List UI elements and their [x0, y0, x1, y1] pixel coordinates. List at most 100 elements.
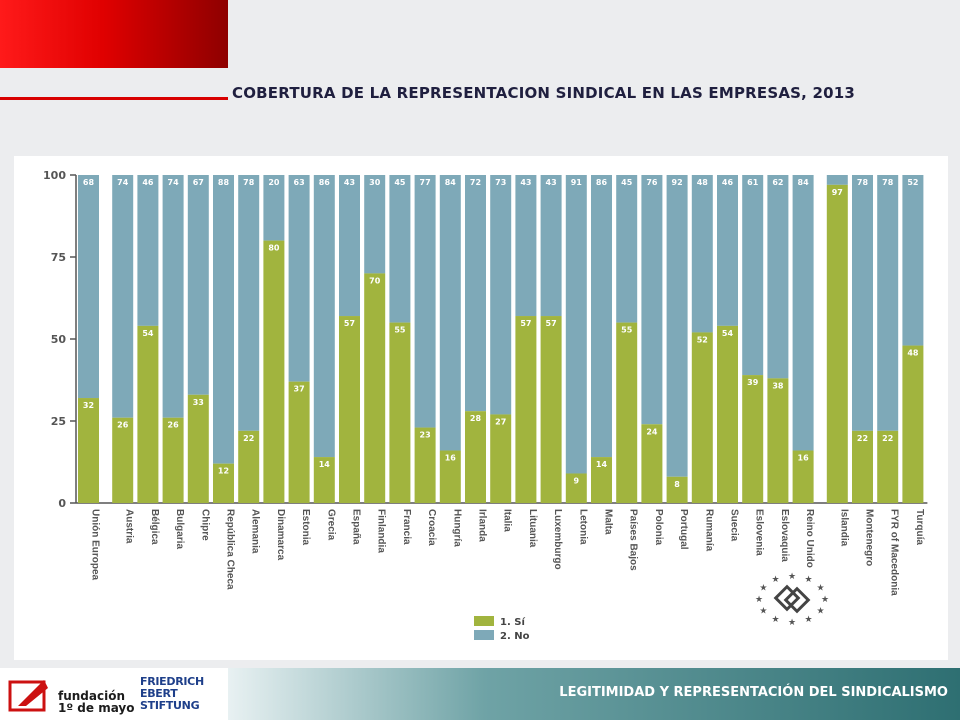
emblem-star-icon: ★: [788, 572, 796, 582]
label-si-9: 14: [319, 460, 331, 469]
category-label-3: Bulgaria: [174, 509, 185, 549]
fundacion-flag-icon: [8, 680, 48, 712]
bar-si-18: [540, 316, 562, 503]
y-tick-label-25: 25: [51, 415, 66, 428]
label-no-2: 46: [142, 178, 154, 187]
label-si-14: 16: [445, 454, 457, 463]
emblem-star-icon: ★: [817, 607, 825, 617]
legend-label-si: 1. Sí: [500, 616, 525, 628]
bar-si-11: [364, 273, 386, 503]
label-no-5: 88: [218, 178, 230, 187]
bar-si-6: [238, 430, 260, 503]
title-underline: [0, 97, 228, 100]
label-si-1: 26: [117, 421, 129, 430]
label-si-16: 27: [495, 417, 506, 426]
label-no-4: 67: [193, 178, 204, 187]
label-si-20: 14: [596, 460, 608, 469]
category-label-21: Países Bajos: [628, 509, 639, 571]
bar-si-13: [414, 427, 436, 503]
category-label-20: Malta: [603, 509, 614, 535]
fes-logo: FRIEDRICH EBERT STIFTUNG: [140, 676, 204, 712]
label-no-24: 48: [697, 178, 709, 187]
label-si-10: 57: [344, 319, 355, 328]
bar-si-3: [162, 417, 184, 503]
label-no-30: 78: [857, 178, 869, 187]
label-no-16: 73: [495, 178, 506, 187]
bar-no-0: [78, 175, 99, 399]
bar-si-0: [78, 398, 99, 503]
legend-swatch-no: [474, 630, 494, 640]
fundacion-logo-text: fundación 1º de mayo: [58, 690, 135, 714]
label-si-17: 57: [520, 319, 531, 328]
category-label-23: Portugal: [678, 509, 689, 550]
category-label-19: Letonia: [577, 509, 588, 545]
stacked-bar-chart: 0 25 50 75 100 68 32 Unión Europea 74 26 Austria 46…: [43, 169, 928, 642]
bar-si-12: [389, 322, 411, 503]
bar-no-14: [439, 175, 461, 451]
label-si-23: 8: [674, 480, 680, 489]
bar-no-29: [826, 175, 848, 185]
label-si-12: 55: [394, 326, 406, 335]
label-si-18: 57: [546, 319, 557, 328]
label-no-17: 43: [520, 178, 531, 187]
bar-si-28: [792, 450, 814, 503]
bar-si-29: [826, 184, 848, 503]
label-si-31: 22: [882, 434, 893, 443]
emblem-star-icon: ★: [821, 595, 829, 605]
label-si-11: 70: [369, 276, 381, 285]
bar-si-10: [339, 316, 360, 503]
label-no-1: 74: [117, 178, 129, 187]
bar-no-27: [767, 175, 789, 379]
bar-si-5: [213, 463, 234, 503]
category-label-25: Suecia: [729, 509, 740, 542]
label-si-19: 9: [574, 476, 580, 485]
bar-no-1: [112, 175, 134, 418]
bar-si-17: [515, 316, 537, 503]
category-label-15: Irlanda: [477, 509, 488, 542]
category-label-16: Italia: [502, 509, 513, 532]
bar-si-30: [852, 430, 873, 503]
emblem-star-icon: ★: [817, 583, 825, 593]
y-tick-label-0: 0: [58, 497, 66, 510]
category-label-12: Francia: [401, 509, 412, 545]
legend-swatch-si: [474, 616, 494, 626]
category-label-14: Hungría: [451, 509, 462, 547]
legend-label-no: 2. No: [500, 631, 530, 642]
bar-si-16: [490, 414, 512, 503]
emblem-star-icon: ★: [771, 615, 779, 625]
label-si-0: 32: [83, 401, 94, 410]
category-label-30: Montenegro: [864, 509, 875, 566]
label-si-13: 23: [420, 431, 431, 440]
header-red-block: [0, 0, 228, 68]
label-si-15: 28: [470, 414, 482, 423]
bar-si-24: [691, 332, 713, 503]
bar-no-20: [591, 175, 612, 458]
category-label-9: Grecia: [325, 509, 336, 541]
label-si-29: 97: [832, 188, 843, 197]
bar-no-26: [742, 175, 764, 376]
bar-no-7: [263, 175, 285, 241]
fes-logo-line3: STIFTUNG: [140, 699, 200, 712]
category-label-31: FYR of Macedonia: [889, 509, 900, 596]
label-no-0: 68: [83, 178, 95, 187]
label-si-28: 16: [798, 454, 810, 463]
label-no-23: 92: [672, 178, 683, 187]
category-label-4: Chipre: [199, 509, 210, 541]
bar-no-19: [565, 175, 587, 474]
label-si-3: 26: [168, 421, 180, 430]
footer-caption: LEGITIMIDAD Y REPRESENTACIÓN DEL SINDICA…: [559, 685, 948, 700]
category-label-0: Unión Europea: [90, 509, 101, 581]
label-si-6: 22: [243, 434, 254, 443]
bar-no-5: [213, 175, 234, 464]
label-no-19: 91: [571, 178, 583, 187]
bar-no-30: [852, 175, 873, 431]
label-no-12: 45: [394, 178, 406, 187]
bar-si-25: [717, 325, 738, 503]
label-si-24: 52: [697, 335, 708, 344]
bar-si-32: [902, 345, 924, 503]
bar-si-7: [263, 240, 285, 503]
bar-si-21: [616, 322, 638, 503]
label-si-7: 80: [268, 244, 280, 253]
label-no-13: 77: [420, 178, 431, 187]
category-label-27: Eslovaquia: [779, 509, 790, 562]
